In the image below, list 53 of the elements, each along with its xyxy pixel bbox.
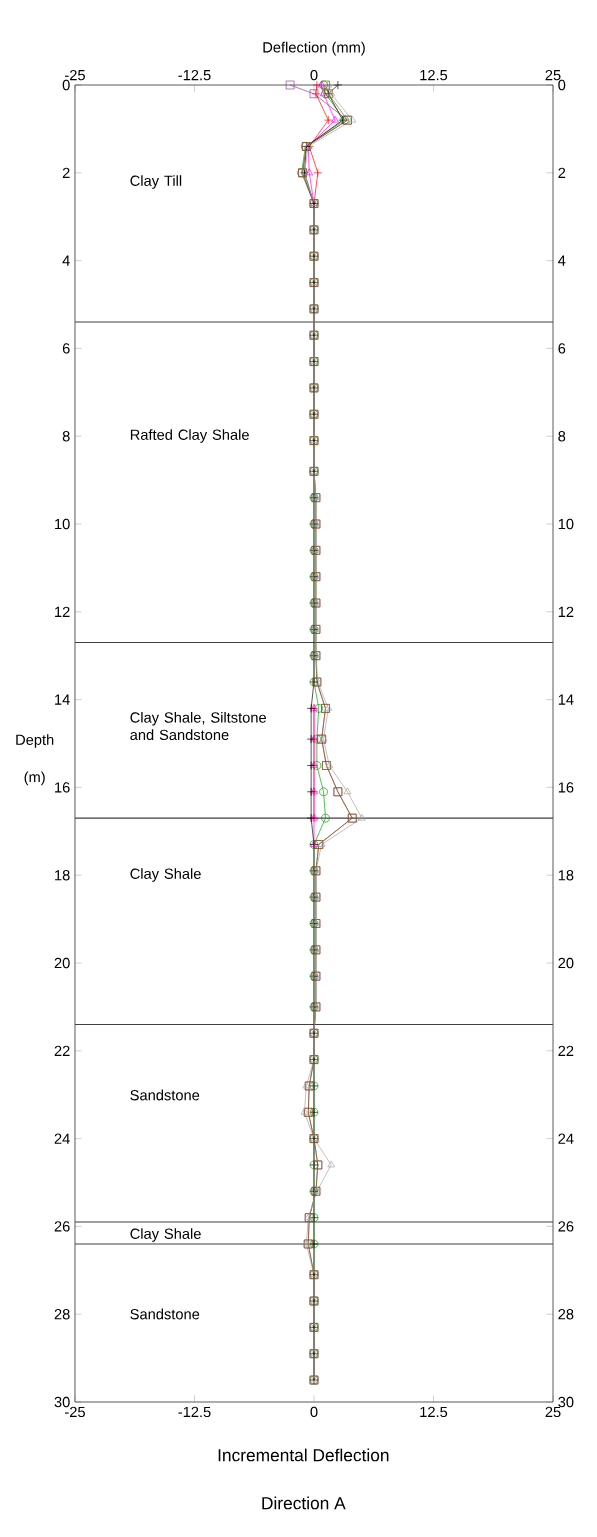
x2-tick-label: 25 (545, 1406, 561, 1418)
x2-tick-label: 0 (310, 1406, 318, 1418)
y2-tick-label: 24 (558, 1133, 574, 1144)
text: Direction A (262, 1496, 346, 1510)
y2-tick-label: 18 (558, 870, 574, 881)
y-tick-label: 10 (55, 518, 70, 530)
y2-tick-label: 8 (558, 431, 566, 442)
y2-tick-label: 14 (558, 694, 574, 705)
x2-tick-label: -25 (65, 1406, 85, 1418)
y-tick-label: 16 (55, 782, 70, 793)
y-tick-label: 14 (55, 694, 70, 705)
x-tick-label: 0 (310, 69, 318, 81)
y2-tick-label: 0 (558, 79, 566, 91)
annotation: Clay Shale (130, 868, 201, 882)
y2-tick-label: 10 (558, 518, 574, 530)
x2-axis-title: Deflection (mm) (263, 41, 365, 56)
y2-tick-label: 20 (558, 957, 574, 969)
y2-tick-label: 30 (558, 1396, 574, 1408)
y-tick-label: 20 (54, 957, 70, 969)
annotation: Sandstone (130, 1089, 200, 1101)
x-tick-label: -25 (65, 69, 85, 81)
y-tick-label: 0 (62, 79, 70, 91)
x-tick-label: 12.5 (420, 69, 448, 81)
text: Incremental Deflection (218, 1448, 389, 1462)
y2-tick-label: 22 (558, 1045, 574, 1056)
y2-tick-label: 16 (558, 782, 574, 793)
x2-tick-label: 12.5 (420, 1406, 448, 1418)
annotation: Clay Till (130, 175, 182, 189)
annotation: Clay Shale (130, 1228, 201, 1242)
y-tick-label: 26 (54, 1221, 70, 1232)
annotation: Rafted Clay Shale (130, 429, 249, 443)
y-tick-label: 18 (55, 870, 70, 881)
y-tick-label: 8 (62, 431, 70, 442)
x-tick-label: -12.5 (178, 69, 211, 81)
y2-tick-label: 12 (558, 606, 574, 617)
y2-tick-label: 2 (558, 167, 566, 178)
annotation: Clay Shale, Siltstone and Sandstone (130, 711, 266, 741)
y-tick-label: 22 (54, 1045, 70, 1056)
y-tick-label: 24 (54, 1133, 70, 1144)
y-tick-label: 4 (62, 255, 70, 266)
y-tick-label: 6 (62, 343, 70, 354)
y-tick-label: 28 (54, 1309, 70, 1320)
x-tick-label: 25 (545, 69, 561, 81)
x2-tick-label: -12.5 (178, 1406, 211, 1418)
y-tick-label: 30 (54, 1396, 70, 1408)
y2-tick-label: 6 (558, 343, 566, 354)
y2-tick-label: 4 (558, 255, 566, 266)
y2-tick-label: 26 (558, 1221, 574, 1232)
annotation: Sandstone (130, 1308, 200, 1320)
y-tick-label: 2 (62, 167, 70, 178)
text: Depth (m) (16, 734, 54, 786)
y-tick-label: 12 (55, 606, 70, 617)
y2-tick-label: 28 (558, 1309, 574, 1320)
